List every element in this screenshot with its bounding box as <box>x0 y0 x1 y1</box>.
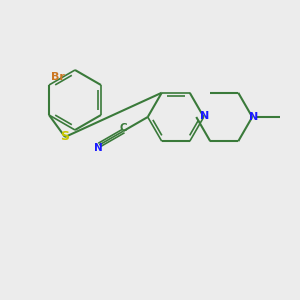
Text: Br: Br <box>51 72 65 82</box>
Text: N: N <box>249 112 258 122</box>
Text: S: S <box>61 130 70 143</box>
Text: C: C <box>120 123 127 133</box>
Text: N: N <box>94 143 103 153</box>
Text: N: N <box>200 111 209 121</box>
